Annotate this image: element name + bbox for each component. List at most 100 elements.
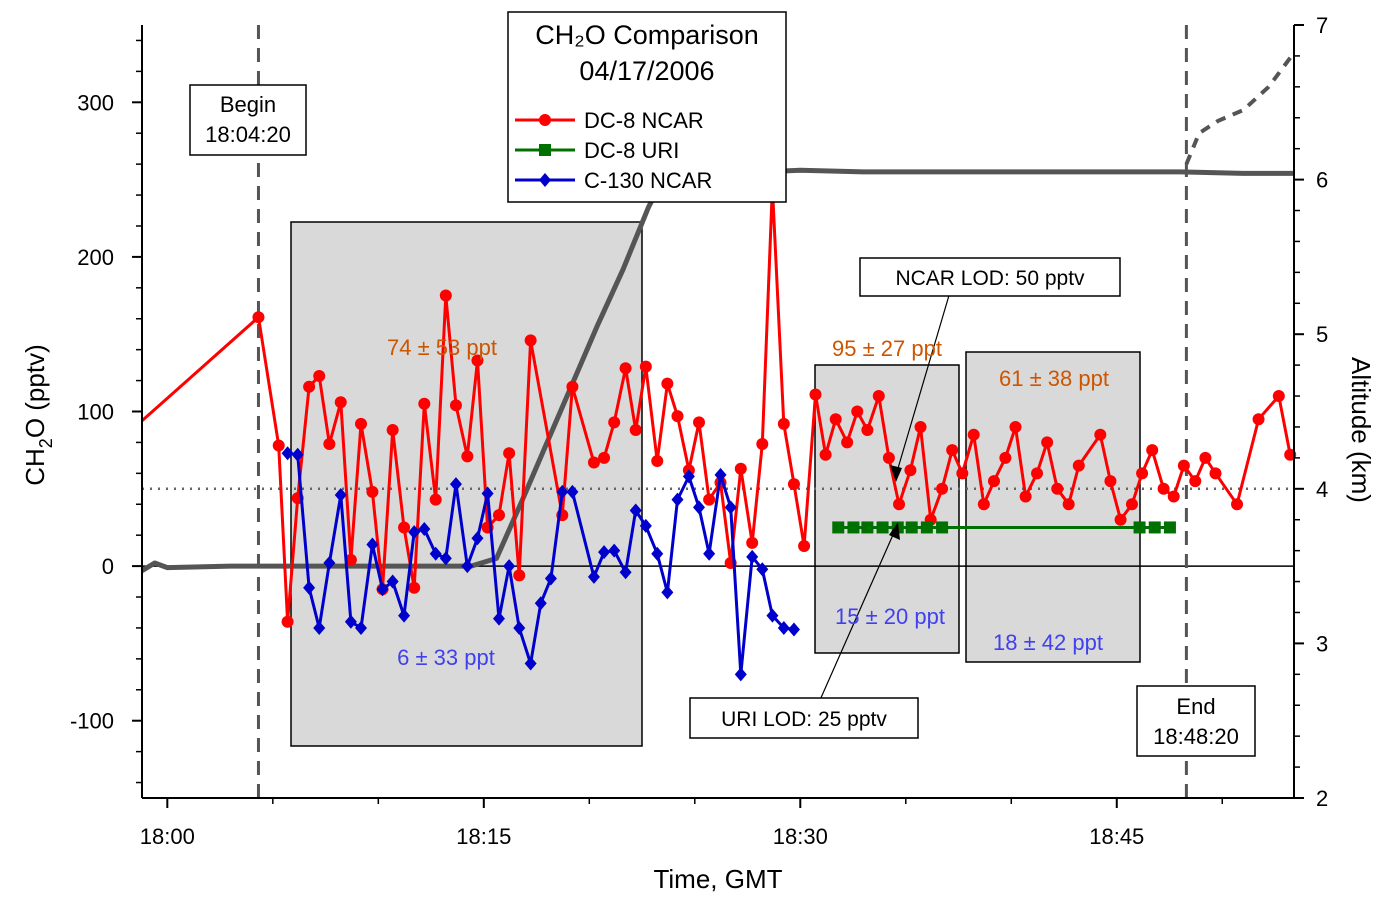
ticks-layer: 18:00 18:15 18:30 18:45 -100 0 100 200 300 2 3 4 5 6 7 (70, 13, 1328, 849)
y2-tick-label-3: 5 (1316, 322, 1328, 347)
data-point-0-84 (1177, 459, 1190, 472)
stat-ncar-3: 61 ± 38 ppt (999, 366, 1109, 391)
y2-tick-label-1: 3 (1316, 631, 1328, 656)
data-point-0-48 (787, 478, 800, 491)
data-point-2-9 (376, 582, 389, 597)
data-point-0-6 (313, 369, 326, 382)
uri-lod-callout: URI LOD: 25 pptv (689, 522, 919, 739)
data-point-2-29 (598, 545, 611, 560)
data-point-0-29 (587, 456, 600, 469)
data-point-0-65 (967, 428, 980, 441)
data-point-2-10 (386, 574, 399, 589)
data-point-2-15 (439, 551, 452, 566)
data-point-0-31 (608, 416, 621, 429)
data-point-2-37 (682, 469, 695, 484)
data-point-0-79 (1125, 498, 1138, 511)
series-0 (141, 181, 1297, 628)
data-point-0-40 (703, 493, 716, 506)
data-point-0-50 (809, 388, 822, 401)
altitude-line (140, 155, 1294, 573)
data-point-2-0 (281, 446, 294, 461)
legend-marker-0 (539, 114, 551, 126)
data-point-0-67 (987, 475, 1000, 488)
y-axis-label: CH2O (pptv) (20, 344, 56, 486)
x-tick-label-2: 18:30 (773, 824, 828, 849)
data-point-0-63 (946, 444, 959, 457)
y-tick-label-4: 300 (77, 90, 114, 115)
stat-c130-2: 15 ± 20 ppt (835, 604, 945, 629)
data-point-2-13 (418, 521, 431, 536)
x-tick-label-3: 18:45 (1089, 824, 1144, 849)
legend-marker-1 (539, 144, 551, 156)
y-tick-label-3: 200 (77, 245, 114, 270)
chart-subtitle: 04/17/2006 (579, 56, 714, 86)
data-point-0-78 (1114, 513, 1127, 526)
data-point-2-41 (724, 500, 737, 515)
data-point-0-54 (851, 405, 864, 418)
stat-ncar-2: 95 ± 27 ppt (832, 336, 942, 361)
legend-label-0: DC-8 NCAR (584, 108, 704, 133)
data-point-0-39 (693, 416, 706, 429)
legend-label-1: DC-8 URI (584, 138, 679, 163)
legend: CH₂O Comparison 04/17/2006 DC-8 NCARDC-8… (507, 11, 787, 203)
series-1 (832, 521, 1176, 534)
data-point-0-1 (252, 311, 265, 324)
data-point-2-30 (608, 543, 621, 558)
ncar-lod-callout: NCAR LOD: 50 pptv (859, 257, 1121, 482)
data-point-2-38 (693, 500, 706, 515)
data-point-1-1 (847, 521, 860, 534)
data-point-1-6 (920, 521, 933, 534)
data-point-0-34 (639, 360, 652, 373)
data-point-0-19 (449, 399, 462, 412)
data-point-2-47 (787, 622, 800, 637)
data-point-0-37 (671, 410, 684, 423)
data-point-1-8 (1133, 521, 1146, 534)
data-point-0-47 (777, 417, 790, 430)
data-point-0-45 (756, 437, 769, 450)
legend-entry-0: DC-8 NCAR (515, 108, 704, 133)
data-point-0-43 (734, 462, 747, 475)
x-axis-label: Time, GMT (653, 864, 782, 894)
y-tick-label-2: 100 (77, 400, 114, 425)
data-point-2-33 (639, 518, 652, 533)
data-point-0-87 (1209, 467, 1222, 480)
data-point-2-17 (461, 559, 474, 574)
begin-title: Begin (220, 92, 276, 117)
data-point-2-28 (587, 569, 600, 584)
data-point-2-22 (513, 620, 526, 635)
data-point-2-21 (503, 559, 516, 574)
legend-entry-2: C-130 NCAR (515, 168, 712, 193)
legend-marker-2 (539, 173, 551, 187)
data-point-1-3 (876, 521, 889, 534)
data-point-0-14 (398, 521, 411, 534)
data-point-1-2 (861, 521, 874, 534)
data-point-1-7 (936, 521, 949, 534)
data-point-1-0 (832, 521, 845, 534)
y2-axis-label: Altitude (km) (1346, 357, 1376, 503)
data-point-2-42 (734, 667, 747, 682)
data-point-2-35 (661, 585, 674, 600)
data-point-0-89 (1252, 413, 1265, 426)
y2-tick-label-0: 2 (1316, 786, 1328, 811)
data-point-0-75 (1072, 459, 1085, 472)
data-point-1-5 (905, 521, 918, 534)
data-point-2-1 (291, 447, 304, 462)
data-point-2-4 (323, 556, 336, 571)
data-point-0-7 (323, 437, 336, 450)
data-point-0-49 (798, 540, 811, 553)
x-tick-label-1: 18:15 (456, 824, 511, 849)
series-2 (281, 446, 800, 682)
data-point-2-6 (344, 614, 357, 629)
data-point-0-25 (513, 569, 526, 582)
data-point-0-77 (1104, 475, 1117, 488)
y-tick-label-0: -100 (70, 709, 114, 734)
data-point-2-32 (629, 503, 642, 518)
data-point-0-57 (882, 451, 895, 464)
data-point-0-10 (355, 417, 368, 430)
data-point-2-19 (481, 486, 494, 501)
data-point-2-40 (714, 467, 727, 482)
data-point-0-30 (598, 451, 611, 464)
data-point-0-44 (746, 536, 759, 549)
data-point-2-18 (471, 531, 484, 546)
data-point-2-39 (703, 546, 716, 561)
